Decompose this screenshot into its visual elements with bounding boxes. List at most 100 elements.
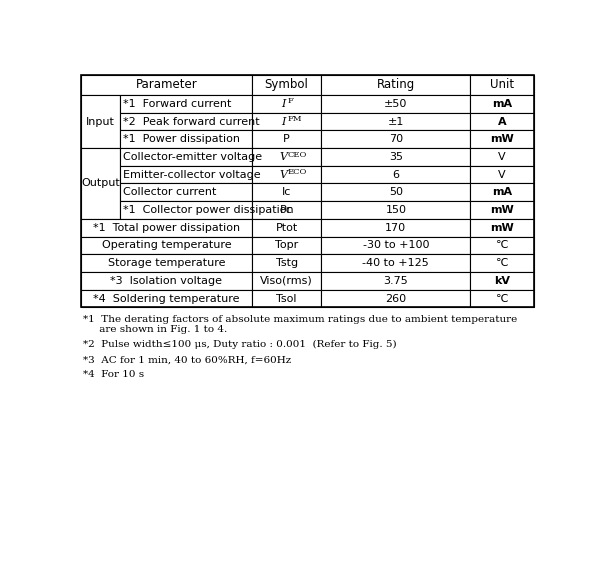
Text: *1  Total power dissipation: *1 Total power dissipation xyxy=(93,223,240,233)
Bar xyxy=(252,75,322,95)
Text: 35: 35 xyxy=(389,152,403,162)
Text: Unit: Unit xyxy=(490,79,514,92)
Bar xyxy=(252,113,322,131)
Text: ℃: ℃ xyxy=(496,241,508,250)
Bar xyxy=(81,237,252,254)
Text: Symbol: Symbol xyxy=(265,79,308,92)
Bar xyxy=(322,183,470,201)
Text: Tstg: Tstg xyxy=(275,258,298,268)
Text: are shown in Fig. 1 to 4.: are shown in Fig. 1 to 4. xyxy=(83,325,227,334)
Text: *2  Pulse width≤100 μs, Duty ratio : 0.001  (Refer to Fig. 5): *2 Pulse width≤100 μs, Duty ratio : 0.00… xyxy=(83,340,397,350)
Bar xyxy=(120,113,252,131)
Bar xyxy=(252,183,322,201)
Bar xyxy=(252,254,322,272)
Bar xyxy=(81,75,534,308)
Bar xyxy=(322,290,470,308)
Bar xyxy=(470,166,534,183)
Bar xyxy=(252,95,322,113)
Bar xyxy=(470,183,534,201)
Text: FM: FM xyxy=(287,115,302,123)
Text: *1  Forward current: *1 Forward current xyxy=(123,99,232,109)
Text: Rating: Rating xyxy=(377,79,415,92)
Text: Topr: Topr xyxy=(275,241,298,250)
Bar xyxy=(470,131,534,148)
Text: 260: 260 xyxy=(385,293,406,304)
Bar xyxy=(252,131,322,148)
Bar xyxy=(322,219,470,237)
Text: Emitter-collector voltage: Emitter-collector voltage xyxy=(123,170,260,179)
Bar xyxy=(322,113,470,131)
Bar xyxy=(252,272,322,290)
Text: ECO: ECO xyxy=(287,168,307,176)
Bar xyxy=(470,237,534,254)
Text: I: I xyxy=(281,99,286,109)
Bar xyxy=(252,237,322,254)
Text: Tsol: Tsol xyxy=(277,293,297,304)
Bar xyxy=(322,272,470,290)
Bar xyxy=(322,131,470,148)
Text: A: A xyxy=(498,116,506,127)
Text: *3  Isolation voltage: *3 Isolation voltage xyxy=(110,276,223,286)
Text: V: V xyxy=(498,170,506,179)
Text: Parameter: Parameter xyxy=(136,79,197,92)
Text: 6: 6 xyxy=(392,170,400,179)
Bar xyxy=(120,148,252,166)
Text: Operating temperature: Operating temperature xyxy=(101,241,231,250)
Text: 3.75: 3.75 xyxy=(383,276,408,286)
Bar xyxy=(120,131,252,148)
Text: P: P xyxy=(283,134,290,144)
Bar xyxy=(81,272,252,290)
Text: 150: 150 xyxy=(385,205,406,215)
Bar xyxy=(81,75,252,95)
Text: *1  Power dissipation: *1 Power dissipation xyxy=(123,134,240,144)
Bar xyxy=(252,166,322,183)
Text: 50: 50 xyxy=(389,187,403,197)
Text: *1  Collector power dissipation: *1 Collector power dissipation xyxy=(123,205,293,215)
Bar xyxy=(81,148,120,219)
Bar xyxy=(322,148,470,166)
Bar xyxy=(470,95,534,113)
Bar xyxy=(252,148,322,166)
Text: mW: mW xyxy=(490,205,514,215)
Bar xyxy=(120,201,252,219)
Text: -40 to +125: -40 to +125 xyxy=(362,258,429,268)
Bar xyxy=(470,219,534,237)
Text: Ptot: Ptot xyxy=(275,223,298,233)
Text: *1  The derating factors of absolute maximum ratings due to ambient temperature: *1 The derating factors of absolute maxi… xyxy=(83,315,517,324)
Bar xyxy=(252,201,322,219)
Bar xyxy=(81,254,252,272)
Text: Pc: Pc xyxy=(280,205,293,215)
Bar xyxy=(470,272,534,290)
Text: *3  AC for 1 min, 40 to 60%RH, f=60Hz: *3 AC for 1 min, 40 to 60%RH, f=60Hz xyxy=(83,355,291,364)
Text: V: V xyxy=(280,152,287,162)
Bar xyxy=(81,95,120,148)
Bar xyxy=(81,219,252,237)
Text: V: V xyxy=(280,170,287,179)
Text: Collector current: Collector current xyxy=(123,187,217,197)
Text: Input: Input xyxy=(86,116,115,127)
Text: *4  Soldering temperature: *4 Soldering temperature xyxy=(93,293,240,304)
Bar xyxy=(470,201,534,219)
Bar xyxy=(252,290,322,308)
Text: Viso(rms): Viso(rms) xyxy=(260,276,313,286)
Text: Ic: Ic xyxy=(282,187,291,197)
Bar xyxy=(322,75,470,95)
Text: mW: mW xyxy=(490,223,514,233)
Text: Output: Output xyxy=(81,179,120,189)
Bar xyxy=(120,183,252,201)
Text: *4  For 10 s: *4 For 10 s xyxy=(83,370,144,379)
Bar xyxy=(470,113,534,131)
Bar xyxy=(470,254,534,272)
Text: I: I xyxy=(281,116,286,127)
Bar xyxy=(252,219,322,237)
Text: -30 to +100: -30 to +100 xyxy=(362,241,429,250)
Text: V: V xyxy=(498,152,506,162)
Bar xyxy=(322,166,470,183)
Text: Collector-emitter voltage: Collector-emitter voltage xyxy=(123,152,262,162)
Bar xyxy=(470,75,534,95)
Text: ℃: ℃ xyxy=(496,293,508,304)
Bar xyxy=(322,95,470,113)
Bar xyxy=(470,148,534,166)
Text: Storage temperature: Storage temperature xyxy=(108,258,225,268)
Bar xyxy=(470,290,534,308)
